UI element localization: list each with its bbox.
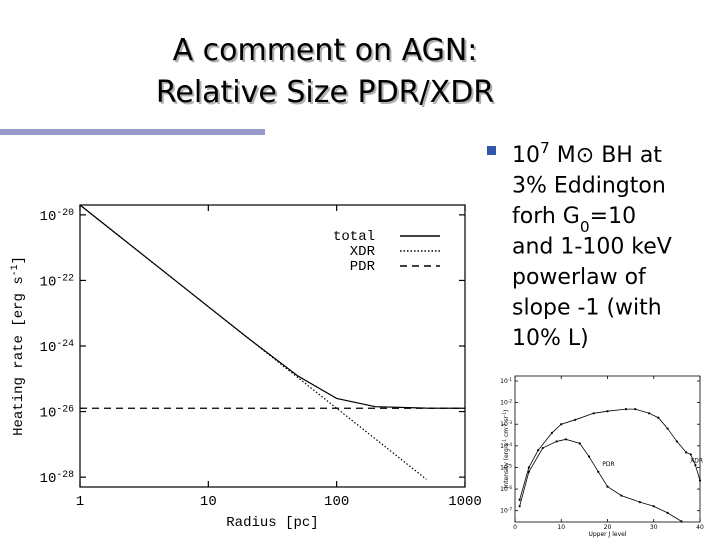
text-run: 10% L) (512, 326, 589, 351)
title-rule (0, 129, 265, 135)
x-tick-label: 30 (650, 524, 658, 531)
y-tick-label: 10-3 (500, 420, 512, 429)
superscript: -2 (508, 398, 513, 403)
text-run: ] (11, 256, 27, 264)
y-tick-label: 10-26 (40, 403, 75, 422)
text-run: 3% Eddington (512, 174, 666, 199)
text-run: forh G (512, 204, 580, 229)
text-run: Heating rate [erg s (11, 276, 27, 436)
text-run: M⊙ BH at (550, 143, 663, 168)
text-run: 10 (40, 340, 57, 356)
y-tick-label: 10-24 (40, 338, 75, 357)
series-label: PDR (602, 461, 614, 468)
bullet-text: 107 M⊙ BH at (512, 139, 662, 168)
text-run: 10 (500, 486, 508, 493)
text-run: ) (503, 410, 510, 412)
x-tick-label: 10 (200, 494, 217, 510)
bullet-text: slope -1 (with (512, 296, 662, 321)
title-shadow: Relative Size PDR/XDR (158, 77, 496, 112)
superscript: -26 (56, 403, 74, 414)
text-run: 10 (40, 406, 57, 422)
series-line (519, 438, 682, 522)
y-axis-label: Heating rate [erg s-1] (9, 256, 28, 436)
x-axis-label: Radius [pc] (226, 515, 318, 531)
superscript: -22 (56, 272, 74, 283)
text-run: cm (503, 428, 510, 439)
bullet-text: 3% Eddington (512, 174, 666, 199)
text-run: 10 (40, 209, 57, 225)
text-run: 10 (500, 464, 508, 471)
subscript: 0 (580, 218, 590, 236)
bullet-text: 10% L) (512, 326, 589, 351)
superscript: -2 (502, 423, 507, 428)
x-tick-label: 40 (696, 524, 704, 531)
x-tick-label: 1 (76, 494, 84, 510)
text-run: slope -1 (with (512, 296, 662, 321)
text-run: 10 (500, 400, 508, 407)
x-axis-label: Upper J level (588, 531, 626, 538)
text-run: sr (503, 416, 510, 424)
text-run: 10 (500, 421, 508, 428)
series-label: XDR (690, 457, 703, 464)
x-tick-label: 1000 (448, 494, 482, 510)
text-run: Intensity (erg s (503, 443, 510, 488)
text-run: =10 (590, 204, 636, 229)
x-tick-label: 10 (557, 524, 565, 531)
text-run: 10 (500, 378, 508, 385)
title-shadow: A comment on AGN: (175, 35, 480, 70)
y-tick-label: 10-4 (500, 441, 512, 450)
text-run: and 1-100 keV (512, 235, 672, 260)
superscript: -7 (508, 506, 513, 511)
bullet-marker (487, 146, 496, 155)
legend-label: XDR (350, 244, 376, 260)
x-tick-label: 20 (604, 524, 612, 531)
text-run: powerlaw of (512, 265, 647, 290)
text-run: 10 (40, 471, 57, 487)
y-tick-label: 10-5 (500, 463, 512, 472)
y-tick-label: 10-6 (500, 485, 512, 494)
title: A comment on AGN: (173, 33, 478, 68)
text-run: 10 (500, 508, 508, 515)
series-line (79, 204, 427, 480)
superscript: -5 (508, 463, 513, 468)
x-tick-label: 0 (513, 524, 517, 531)
superscript: -24 (56, 338, 74, 349)
legend-label: total (333, 229, 375, 245)
bullet-text: forh G0=10 (512, 204, 636, 236)
y-tick-label: 10-28 (40, 469, 75, 488)
y-tick-label: 10-2 (500, 398, 512, 407)
y-axis-label: Intensity (erg s-1 cm-2 sr-1) (502, 410, 511, 489)
legend-label: PDR (350, 259, 376, 275)
text-run: 10 (40, 274, 57, 290)
superscript: -1 (502, 412, 507, 417)
superscript: -1 (508, 376, 513, 381)
y-tick-label: 10-22 (40, 272, 75, 291)
series-line (519, 408, 701, 500)
x-tick-label: 100 (324, 494, 349, 510)
y-tick-label: 10-7 (500, 506, 512, 515)
bullet-text: and 1-100 keV (512, 235, 672, 260)
y-tick-label: 10-20 (40, 206, 75, 225)
superscript: 7 (540, 139, 550, 157)
superscript: -4 (508, 441, 513, 446)
text-run: 10 (500, 443, 508, 450)
y-tick-label: 10-1 (500, 376, 512, 385)
title: Relative Size PDR/XDR (156, 75, 494, 110)
bullet-text: powerlaw of (512, 265, 647, 290)
text-run: 10 (512, 143, 540, 168)
superscript: -6 (508, 485, 513, 490)
superscript: -1 (502, 439, 507, 444)
superscript: -3 (508, 420, 513, 425)
superscript: -28 (56, 469, 74, 480)
superscript: -20 (56, 206, 74, 217)
superscript: -1 (9, 264, 20, 276)
